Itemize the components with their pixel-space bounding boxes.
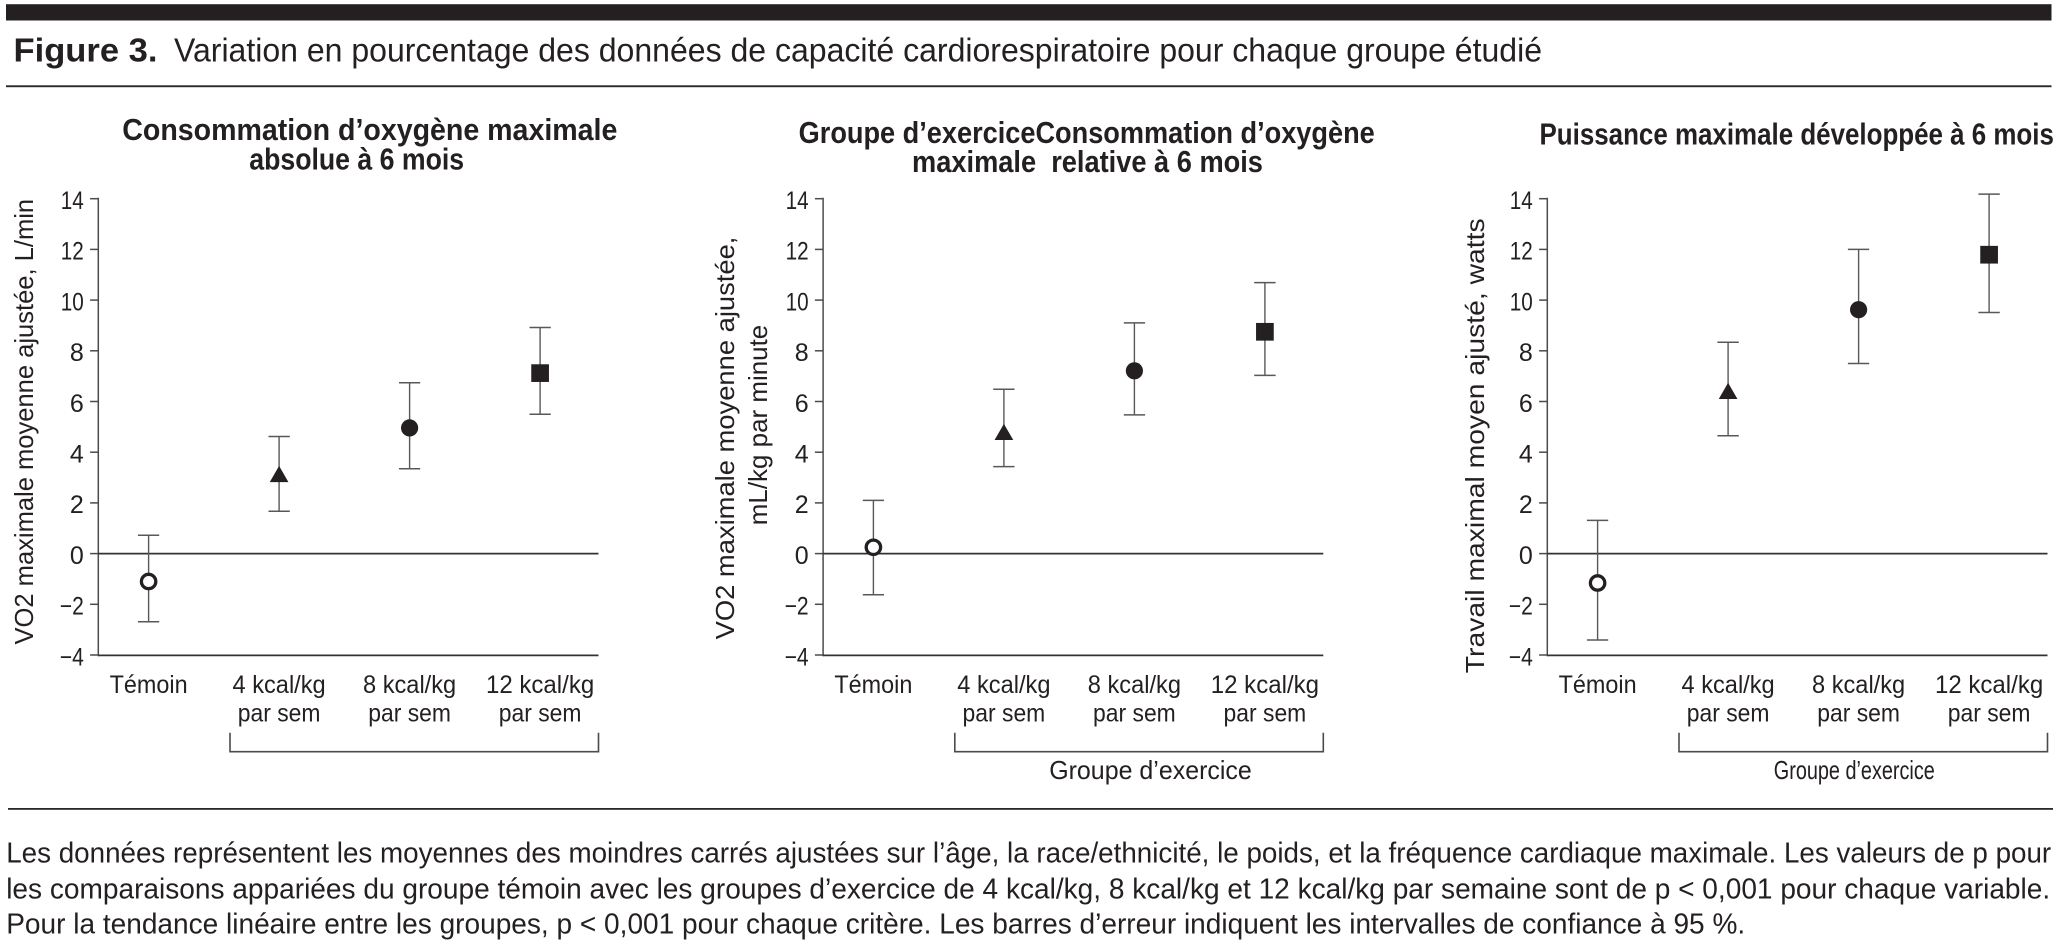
- svg-text:Groupe d’exerciceConsommation: Groupe d’exerciceConsommation d’oxygène: [799, 115, 1375, 150]
- svg-text:VO2 maximale moyenne ajustée,: VO2 maximale moyenne ajustée,: [710, 237, 740, 640]
- svg-text:12 kcal/kg: 12 kcal/kg: [1935, 671, 2043, 699]
- svg-text:12 kcal/kg: 12 kcal/kg: [486, 671, 594, 699]
- svg-text:6: 6: [795, 390, 809, 418]
- svg-text:par sem: par sem: [1948, 700, 2031, 728]
- svg-text:par sem: par sem: [238, 700, 321, 728]
- svg-text:12: 12: [1510, 238, 1533, 266]
- svg-text:−4: −4: [785, 643, 809, 671]
- svg-text:par sem: par sem: [1093, 700, 1176, 728]
- svg-text:0: 0: [1519, 542, 1533, 570]
- svg-text:par sem: par sem: [1224, 700, 1307, 728]
- svg-text:14: 14: [786, 187, 809, 215]
- svg-text:2: 2: [70, 491, 84, 519]
- svg-text:8 kcal/kg: 8 kcal/kg: [1812, 671, 1905, 699]
- svg-text:4 kcal/kg: 4 kcal/kg: [1682, 671, 1775, 699]
- svg-text:12: 12: [786, 238, 809, 266]
- svg-text:Pour la tendance linéaire entr: Pour la tendance linéaire entre les grou…: [6, 908, 1745, 940]
- svg-text:Travail maximal moyen ajusté,: Travail maximal moyen ajusté, watts: [1460, 218, 1490, 673]
- svg-text:8: 8: [70, 339, 84, 367]
- svg-text:10: 10: [786, 288, 809, 316]
- svg-text:−2: −2: [60, 593, 84, 621]
- svg-text:VO2 maximale moyenne ajustée,: VO2 maximale moyenne ajustée, L/min: [9, 199, 39, 645]
- svg-text:4: 4: [1519, 441, 1533, 469]
- svg-text:0: 0: [70, 542, 84, 570]
- svg-text:8 kcal/kg: 8 kcal/kg: [363, 671, 456, 699]
- svg-text:6: 6: [70, 390, 84, 418]
- svg-text:par sem: par sem: [1817, 700, 1900, 728]
- svg-text:−4: −4: [1509, 643, 1533, 671]
- svg-text:maximale relative à 6 mois: maximale relative à 6 mois: [912, 144, 1263, 179]
- svg-text:4: 4: [795, 441, 809, 469]
- svg-text:10: 10: [61, 288, 84, 316]
- svg-text:Les données représentent les m: Les données représentent les moyennes de…: [6, 837, 2051, 869]
- svg-text:4 kcal/kg: 4 kcal/kg: [957, 671, 1050, 699]
- svg-text:8: 8: [1519, 339, 1533, 367]
- svg-text:8: 8: [795, 339, 809, 367]
- svg-text:0: 0: [795, 542, 809, 570]
- svg-text:−2: −2: [785, 593, 809, 621]
- svg-text:4: 4: [70, 441, 84, 469]
- svg-text:Témoin: Témoin: [1559, 671, 1637, 699]
- svg-text:4 kcal/kg: 4 kcal/kg: [233, 671, 326, 699]
- svg-text:par sem: par sem: [499, 700, 582, 728]
- svg-text:les comparaisons appariées du: les comparaisons appariées du groupe tém…: [6, 873, 2050, 905]
- svg-text:6: 6: [1519, 390, 1533, 418]
- svg-text:Témoin: Témoin: [110, 671, 188, 699]
- svg-text:Groupe d’exercice: Groupe d’exercice: [1774, 755, 1935, 785]
- svg-text:Groupe d’exercice: Groupe d’exercice: [1049, 755, 1252, 785]
- svg-text:Consommation d’oxygène maximal: Consommation d’oxygène maximale: [122, 112, 617, 147]
- svg-text:12 kcal/kg: 12 kcal/kg: [1211, 671, 1319, 699]
- svg-text:14: 14: [1510, 187, 1533, 215]
- svg-text:2: 2: [1519, 491, 1533, 519]
- svg-text:absolue à 6 mois: absolue à 6 mois: [249, 141, 464, 176]
- svg-text:2: 2: [795, 491, 809, 519]
- svg-text:mL/kg par minute: mL/kg par minute: [743, 325, 773, 525]
- svg-text:−2: −2: [1509, 593, 1533, 621]
- svg-text:Puissance maximale développée: Puissance maximale développée à 6 mois: [1540, 117, 2054, 152]
- svg-text:10: 10: [1510, 288, 1533, 316]
- svg-text:14: 14: [61, 187, 84, 215]
- svg-text:par sem: par sem: [1687, 700, 1770, 728]
- svg-text:Figure 3.: Figure 3.: [14, 32, 158, 69]
- svg-text:12: 12: [61, 238, 84, 266]
- svg-text:par sem: par sem: [368, 700, 451, 728]
- svg-text:−4: −4: [60, 643, 84, 671]
- svg-text:par sem: par sem: [963, 700, 1046, 728]
- svg-text:8 kcal/kg: 8 kcal/kg: [1088, 671, 1181, 699]
- svg-text:Variation en pourcentage des d: Variation en pourcentage des données de …: [174, 32, 1542, 69]
- svg-text:Témoin: Témoin: [834, 671, 912, 699]
